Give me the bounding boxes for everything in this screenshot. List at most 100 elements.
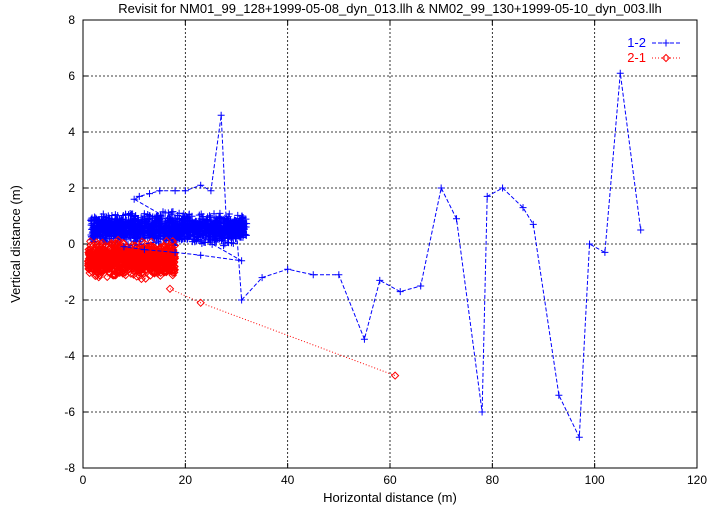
series-1-2-point [197,251,205,259]
x-tick-label: 120 [687,473,707,487]
y-tick-label: 0 [68,237,75,251]
series-1-2-point [171,187,179,195]
cluster-point [243,220,251,228]
legend: 1-22-1 [627,35,680,65]
series-1-2-point [519,204,527,212]
cluster-point [141,274,150,283]
y-tick-label: -2 [64,293,75,307]
series-1-2-point [437,184,445,192]
series-1-2-point [417,282,425,290]
series-1-2-point [575,433,583,441]
legend-label-series-2-1: 2-1 [627,50,646,65]
cluster-point [137,274,146,284]
y-tick-label: 4 [68,125,75,139]
x-tick-label: 80 [486,473,500,487]
cluster-point [241,231,249,239]
cluster-point [206,213,214,221]
grid [83,20,697,468]
cluster-point [169,208,177,216]
series-1-2-point [478,408,486,416]
x-tick-label: 0 [80,473,87,487]
cluster-point [229,239,237,247]
ticks: 0 20 40 60 80 100 120 -8 -6 -4 -2 0 2 4 6 8 [64,13,707,487]
series-2-1-point [196,298,205,308]
series-1-2-point [529,220,537,228]
series-1-2-point [146,190,154,198]
cluster-point [195,211,203,219]
cluster-point [238,212,246,220]
cluster-point [242,223,250,231]
cluster-point [225,210,233,218]
series-1-2-point [222,218,230,226]
series-2-1-point [165,284,175,294]
y-tick-label: 6 [68,69,75,83]
series-1-2-point [555,391,563,399]
legend-marker-series-2-1 [661,53,671,63]
cluster-point [170,265,180,274]
series-1-2-point [601,248,609,256]
y-axis-label: Vertical distance (m) [8,185,23,303]
cluster-point [208,240,216,248]
cluster-point [168,243,177,252]
legend-label-series-1-2: 1-2 [627,35,646,50]
y-tick-label: 8 [68,13,75,27]
series-1-2-point [238,296,246,304]
series-2-1-point [390,371,400,380]
series-2-1 [165,284,400,380]
cluster-point [242,231,250,239]
x-tick-label: 20 [179,473,193,487]
cluster-point [126,269,136,278]
series-1-2-point [217,111,225,119]
series-1-2-point [586,240,594,248]
cluster-point [216,214,224,222]
series-1-2-point [258,274,266,282]
cluster-point [220,242,228,250]
series-1-2-point [171,248,179,256]
cluster-point [170,262,179,271]
series-2-1-line [169,288,396,377]
series-1-2-point [130,195,138,203]
cluster-point [164,209,172,217]
cluster-point [113,235,123,245]
x-tick-label: 100 [585,473,605,487]
dense-cluster-series-2-1 [83,235,180,284]
cluster-point [210,210,218,218]
legend-marker-series-1-2 [662,39,670,47]
cluster-point [122,235,130,243]
series-1-2-point [309,271,317,279]
series-1-2-point [616,69,624,77]
series-1-2-point [284,265,292,273]
cluster-point [99,210,107,218]
series-1-2-point [207,187,215,195]
series-1-2-point [637,226,645,234]
series-1-2-point [453,215,461,223]
chart-title: Revisit for NM01_99_128+1999-05-08_dyn_0… [118,1,662,16]
cluster-point [158,214,166,222]
x-tick-label: 40 [281,473,295,487]
cluster-point [242,215,250,223]
cluster-point [170,252,180,262]
series-1-2-point [140,246,148,254]
series-1-2-point [396,288,404,296]
y-tick-label: 2 [68,181,75,195]
x-tick-label: 60 [383,473,397,487]
series-1-2-point [156,187,164,195]
series-1-2-point [181,187,189,195]
series-1-2-point [197,181,205,189]
series-1-2-point [499,184,507,192]
series-1-2-point [376,276,384,284]
series-1-2-point [238,257,246,265]
series-1-2-point [120,243,128,251]
x-axis-label: Horizontal distance (m) [323,490,457,505]
series-layer [120,69,645,441]
cluster-point [170,254,180,263]
series-1-2-point [360,335,368,343]
series-1-2-line [123,73,642,438]
y-tick-label: -8 [64,461,75,475]
dense-clusters [83,208,251,284]
series-1-2-point [483,192,491,200]
series-1-2-point [335,271,343,279]
series-1-2 [120,69,645,441]
series-1-2-point [135,192,143,200]
